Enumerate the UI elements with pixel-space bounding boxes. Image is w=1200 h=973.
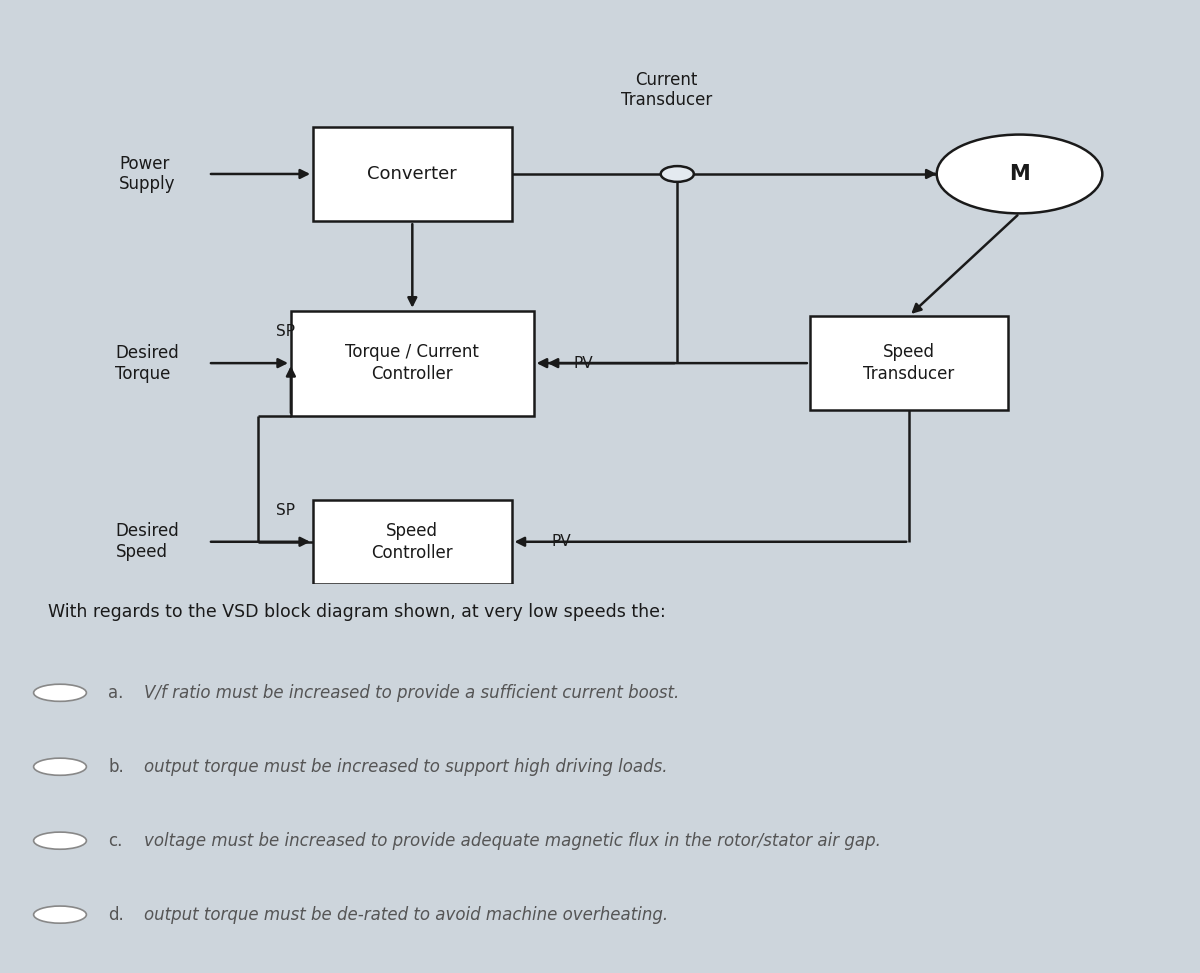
Text: Speed
Controller: Speed Controller (372, 522, 454, 561)
FancyBboxPatch shape (810, 316, 1008, 411)
Text: c.: c. (108, 832, 122, 849)
Circle shape (34, 832, 86, 849)
Text: Converter: Converter (367, 165, 457, 183)
Text: With regards to the VSD block diagram shown, at very low speeds the:: With regards to the VSD block diagram sh… (48, 603, 666, 621)
Text: Torque / Current
Controller: Torque / Current Controller (346, 343, 479, 383)
Text: Speed
Transducer: Speed Transducer (864, 343, 955, 383)
Text: SP: SP (276, 324, 295, 340)
Circle shape (34, 758, 86, 775)
Text: Desired
Speed: Desired Speed (115, 523, 179, 561)
Text: V/f ratio must be increased to provide a sufficient current boost.: V/f ratio must be increased to provide a… (144, 684, 679, 702)
FancyBboxPatch shape (313, 126, 511, 221)
Text: voltage must be increased to provide adequate magnetic flux in the rotor/stator : voltage must be increased to provide ade… (144, 832, 881, 849)
Text: b.: b. (108, 758, 124, 775)
Text: Desired
Torque: Desired Torque (115, 343, 179, 382)
Text: d.: d. (108, 906, 124, 923)
Text: PV: PV (574, 355, 593, 371)
Text: Power
Supply: Power Supply (119, 155, 175, 194)
Circle shape (661, 166, 694, 182)
FancyBboxPatch shape (313, 500, 511, 584)
Text: PV: PV (552, 534, 571, 550)
Text: Current
Transducer: Current Transducer (620, 70, 712, 109)
Circle shape (34, 906, 86, 923)
Text: M: M (1009, 164, 1030, 184)
Circle shape (34, 684, 86, 702)
Circle shape (937, 134, 1103, 213)
Text: output torque must be increased to support high driving loads.: output torque must be increased to suppo… (144, 758, 667, 775)
Text: output torque must be de-rated to avoid machine overheating.: output torque must be de-rated to avoid … (144, 906, 668, 923)
FancyBboxPatch shape (290, 310, 534, 415)
Text: a.: a. (108, 684, 124, 702)
Text: SP: SP (276, 503, 295, 518)
